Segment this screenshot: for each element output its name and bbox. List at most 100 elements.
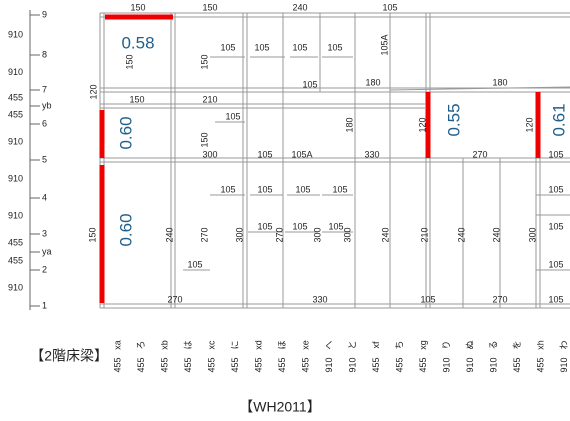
- beam-label: 270: [472, 149, 487, 159]
- beam-label: 105: [548, 294, 563, 304]
- beam-label: 120: [88, 84, 98, 99]
- axis-span: 455: [112, 357, 122, 372]
- beam-label: 150: [124, 54, 134, 69]
- axis-span: 910: [488, 357, 498, 372]
- ratio: 0.58: [121, 33, 154, 52]
- beam-label: 180: [492, 77, 507, 87]
- beam-label: 105: [548, 221, 563, 231]
- beam-label: 105A: [291, 149, 312, 159]
- beam-label: 330: [364, 149, 379, 159]
- beam-label: 105: [382, 2, 397, 12]
- axis-span: 455: [206, 357, 216, 372]
- row-label: 6: [42, 118, 47, 128]
- row-span: 910: [8, 29, 23, 39]
- axis-span: 910: [441, 357, 451, 372]
- row-span: 455: [8, 237, 23, 247]
- ratio: 0.60: [116, 116, 135, 149]
- axis-span: 455: [159, 357, 169, 372]
- beam-label: 240: [491, 227, 501, 242]
- beam-label: 210: [202, 94, 217, 104]
- beam-label: 105: [548, 184, 563, 194]
- beam-label: 300: [234, 227, 244, 242]
- beam-label: 300: [342, 227, 352, 242]
- title: 【2階床梁】: [30, 348, 108, 364]
- beam-label: 105: [332, 184, 347, 194]
- beam-label: 105: [225, 111, 240, 121]
- row-label: 4: [42, 192, 47, 202]
- beam-label: 240: [380, 227, 390, 242]
- beam-label: 105: [257, 221, 272, 231]
- row-span: 910: [8, 173, 23, 183]
- axis-label: xd: [253, 340, 263, 350]
- beam-label: 120: [524, 117, 534, 132]
- row-span: 910: [8, 136, 23, 146]
- beam-label: 240: [292, 2, 307, 12]
- axis-label: xe: [300, 340, 310, 350]
- beam-label: 240: [456, 227, 466, 242]
- caption: 【WH2011】: [239, 399, 320, 415]
- row-label: 5: [42, 154, 47, 164]
- axis-span: 455: [535, 357, 545, 372]
- beam-label: 300: [312, 227, 322, 242]
- axis-span: 455: [230, 357, 240, 372]
- beam-label: 120: [417, 117, 427, 132]
- row-label: 1: [42, 300, 47, 310]
- axis-label: xb: [159, 340, 169, 350]
- axis-label: xg: [418, 340, 428, 350]
- axis-label: へ: [324, 340, 334, 349]
- beam-label: 180: [365, 77, 380, 87]
- beam-label: 150: [199, 54, 209, 69]
- row-label: 7: [42, 84, 47, 94]
- axis-span: 455: [183, 357, 193, 372]
- row-label: ya: [42, 246, 52, 256]
- axis-label: を: [512, 340, 522, 349]
- beam-label: 270: [167, 294, 182, 304]
- beam-label: 105A: [379, 34, 389, 55]
- beam-label: 150: [199, 132, 209, 147]
- beam-label: 210: [419, 227, 429, 242]
- ratio: 0.55: [444, 103, 463, 136]
- row-span: 910: [8, 282, 23, 292]
- axis-label: る: [488, 340, 498, 349]
- axis-span: 455: [394, 357, 404, 372]
- beam-label: 150: [129, 94, 144, 104]
- beam-label: 105: [295, 184, 310, 194]
- axis-span: 910: [559, 357, 569, 372]
- beam-label: 150: [202, 2, 217, 12]
- axis-label: xh: [535, 340, 545, 350]
- beam-label: 105: [220, 184, 235, 194]
- beam-label: 300: [202, 149, 217, 159]
- row-span: 455: [8, 255, 23, 265]
- axis-label: は: [183, 340, 193, 349]
- axis-span: 455: [300, 357, 310, 372]
- row-span: 910: [8, 210, 23, 220]
- axis-label: わ: [559, 340, 569, 349]
- beam-label: 270: [274, 227, 284, 242]
- axis-label: り: [441, 340, 451, 349]
- beam-label: 330: [312, 294, 327, 304]
- axis-label: と: [347, 340, 357, 349]
- row-label: 3: [42, 228, 47, 238]
- beam-label: 105: [548, 259, 563, 269]
- axis-span: 455: [277, 357, 287, 372]
- axis-span: 455: [371, 357, 381, 372]
- beam-label: 105: [254, 42, 269, 52]
- row-label: 8: [42, 49, 47, 59]
- axis-label: xc: [206, 340, 216, 350]
- axis-span: 910: [465, 357, 475, 372]
- beam-label: 105: [257, 184, 272, 194]
- axis-label: xa: [112, 340, 122, 350]
- row-label: yb: [42, 100, 52, 110]
- axis-span: 455: [512, 357, 522, 372]
- beam-label: 105: [327, 42, 342, 52]
- axis-span: 455: [418, 357, 428, 372]
- axis-label: に: [230, 340, 240, 349]
- beam-label: 240: [164, 227, 174, 242]
- axis-span: 455: [136, 357, 146, 372]
- axis-span: 910: [347, 357, 357, 372]
- beam-label: 150: [87, 227, 97, 242]
- row-span: 455: [8, 92, 23, 102]
- beam-label: 180: [344, 117, 354, 132]
- row-span: 910: [8, 67, 23, 77]
